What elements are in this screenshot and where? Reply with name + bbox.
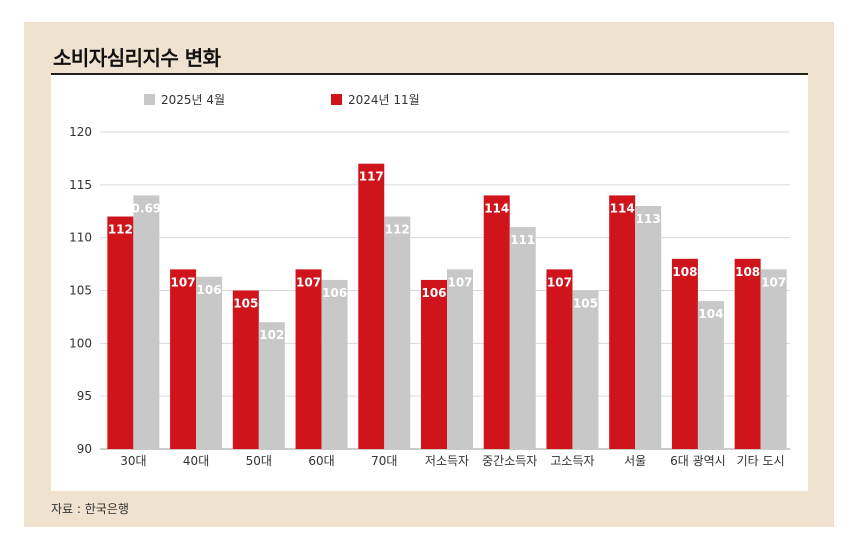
- data-label: 112: [108, 223, 133, 237]
- data-label: 114: [484, 201, 509, 215]
- bar-2024-11: [170, 269, 197, 449]
- x-tick-label: 60대: [308, 454, 334, 468]
- x-tick-label: 저소득자: [425, 454, 469, 468]
- title-divider: [51, 73, 808, 75]
- bar-2024-11: [546, 269, 573, 449]
- bar-2025-04: [697, 301, 724, 449]
- bar-2025-04: [760, 269, 787, 449]
- data-label: 107: [296, 275, 321, 289]
- bar-2025-04: [447, 269, 473, 449]
- bar-2024-11: [483, 195, 510, 449]
- bar-2025-04: [196, 276, 223, 449]
- data-label: 104: [698, 307, 723, 321]
- y-tick-label: 105: [69, 284, 92, 298]
- legend-item-2025: 2025년 4월: [144, 91, 225, 108]
- data-label: 108: [672, 265, 697, 279]
- x-tick-label: 30대: [120, 454, 146, 468]
- data-label: 105: [233, 297, 258, 311]
- data-label: 113: [636, 212, 661, 226]
- data-label: 107: [447, 275, 472, 289]
- chart-panel: 90 95 100 105 110 115 120 112 0.69 30대 107 106 40대 10…: [51, 75, 808, 491]
- bar-2025-04: [572, 290, 599, 449]
- x-tick-label: 40대: [183, 454, 209, 468]
- data-label: 106: [197, 283, 222, 297]
- data-label: 108: [735, 265, 760, 279]
- y-tick-label: 110: [69, 231, 92, 245]
- legend-label-2024: 2024년 11월: [348, 93, 420, 107]
- data-label: 112: [385, 223, 410, 237]
- data-label: 117: [359, 170, 384, 184]
- data-label: 114: [610, 201, 635, 215]
- x-tick-label: 서울: [624, 454, 646, 468]
- bar-2024-11: [734, 258, 761, 449]
- bar-2024-11: [107, 216, 134, 449]
- x-tick-label: 6대 광역시: [670, 454, 726, 468]
- x-tick-label: 고소득자: [550, 454, 594, 468]
- legend-swatch-2024: [331, 94, 342, 105]
- data-label: 102: [259, 328, 284, 342]
- bar-2025-04: [509, 227, 536, 449]
- y-tick-label: 120: [69, 125, 92, 139]
- x-tick-label: 기타 도시: [737, 454, 785, 468]
- source-note: 자료 : 한국은행: [51, 502, 129, 516]
- bar-2024-11: [421, 279, 447, 449]
- legend-swatch-2025: [144, 94, 155, 105]
- bar-2025-04: [384, 216, 411, 449]
- bar-2024-11: [232, 290, 259, 449]
- data-label: 107: [171, 275, 196, 289]
- y-tick-label: 90: [77, 442, 92, 456]
- y-tick-label: 100: [69, 336, 92, 350]
- y-tick-label: 95: [77, 389, 92, 403]
- data-label: 106: [421, 286, 446, 300]
- bar-2024-11: [609, 195, 636, 449]
- chart-title: 소비자심리지수 변화: [53, 46, 221, 70]
- data-label: 0.69: [132, 201, 162, 215]
- bar-2025-04: [321, 279, 348, 449]
- bar-2024-11: [295, 269, 322, 449]
- y-tick-label: 115: [69, 178, 92, 192]
- bar-chart: 90951001051101151201120.6930대10710640대10…: [69, 125, 790, 468]
- data-label: 105: [573, 297, 598, 311]
- x-tick-label: 70대: [371, 454, 397, 468]
- bar-2025-04: [258, 322, 285, 449]
- legend-label-2025: 2025년 4월: [161, 93, 226, 107]
- data-label: 107: [761, 275, 786, 289]
- data-label: 111: [510, 233, 535, 247]
- bar-2024-11: [358, 163, 385, 449]
- bar-2025-04: [133, 195, 160, 449]
- legend-item-2024: 2024년 11월: [331, 91, 420, 108]
- bar-2025-04: [635, 205, 662, 449]
- x-tick-label: 중간소득자: [482, 454, 537, 468]
- data-label: 107: [547, 275, 572, 289]
- x-tick-label: 50대: [246, 454, 272, 468]
- bar-2024-11: [671, 258, 698, 449]
- data-label: 106: [322, 286, 347, 300]
